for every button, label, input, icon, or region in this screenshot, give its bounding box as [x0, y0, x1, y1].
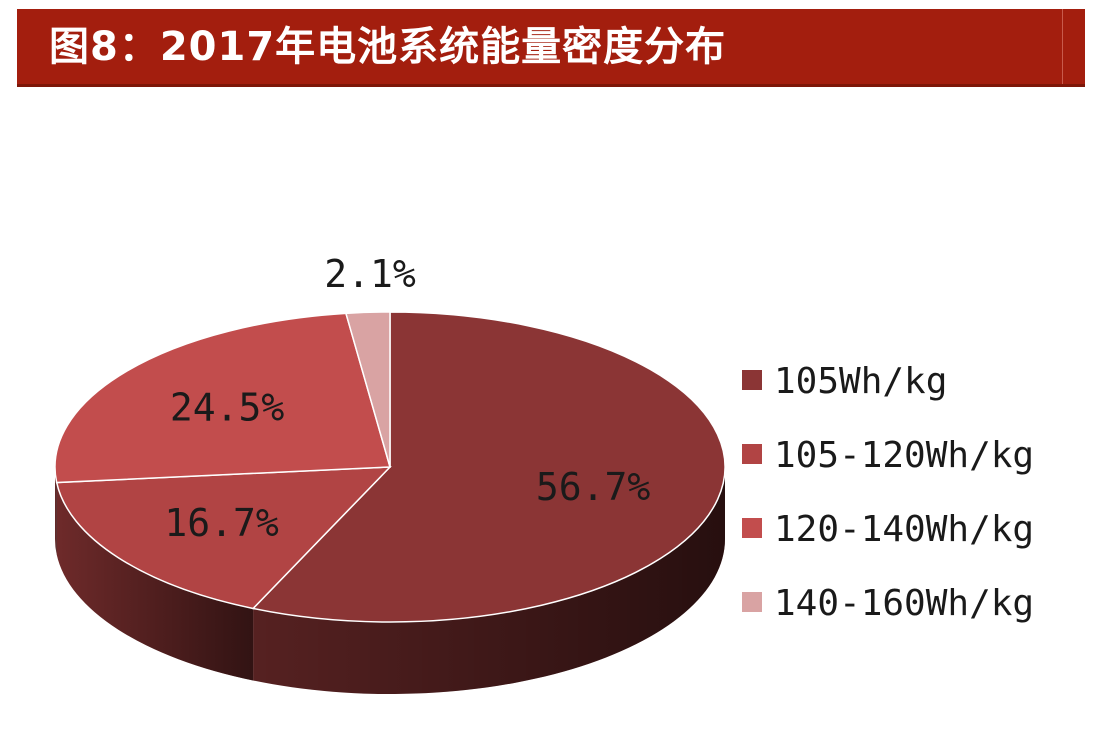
pie-sides — [55, 467, 726, 694]
title-divider — [1062, 9, 1063, 84]
legend-label-1: 105-120Wh/kg — [774, 435, 1034, 476]
legend-swatch-2 — [742, 518, 762, 538]
legend-swatch-0 — [742, 370, 762, 390]
legend-label-0: 105Wh/kg — [774, 361, 947, 402]
legend-swatch-1 — [742, 444, 762, 464]
chart-title: 图8：2017年电池系统能量密度分布 — [49, 24, 727, 70]
pie-labels: 56.7% 16.7% 24.5% 2.1% — [164, 252, 650, 545]
pie-side-shade-2 — [55, 467, 57, 555]
legend-label-3: 140-160Wh/kg — [774, 583, 1034, 624]
pie-slice-2 — [54, 312, 391, 484]
data-label-3: 2.1% — [324, 252, 416, 296]
data-label-0: 56.7% — [536, 465, 651, 509]
pie-tops — [54, 311, 726, 623]
legend-label-2: 120-140Wh/kg — [774, 509, 1034, 550]
data-label-1: 16.7% — [164, 501, 279, 545]
pie-slice-3 — [344, 311, 391, 468]
pie-slice-1 — [55, 466, 392, 610]
title-banner: 图8：2017年电池系统能量密度分布 — [17, 9, 1085, 87]
legend: 105Wh/kg 105-120Wh/kg 120-140Wh/kg 140-160W… — [742, 361, 1034, 624]
pie-side-shade-0 — [253, 467, 726, 694]
pie-slice-0 — [251, 311, 726, 623]
pie-side-shade-1 — [56, 482, 254, 681]
legend-swatch-3 — [742, 592, 762, 612]
data-label-2: 24.5% — [170, 385, 285, 429]
